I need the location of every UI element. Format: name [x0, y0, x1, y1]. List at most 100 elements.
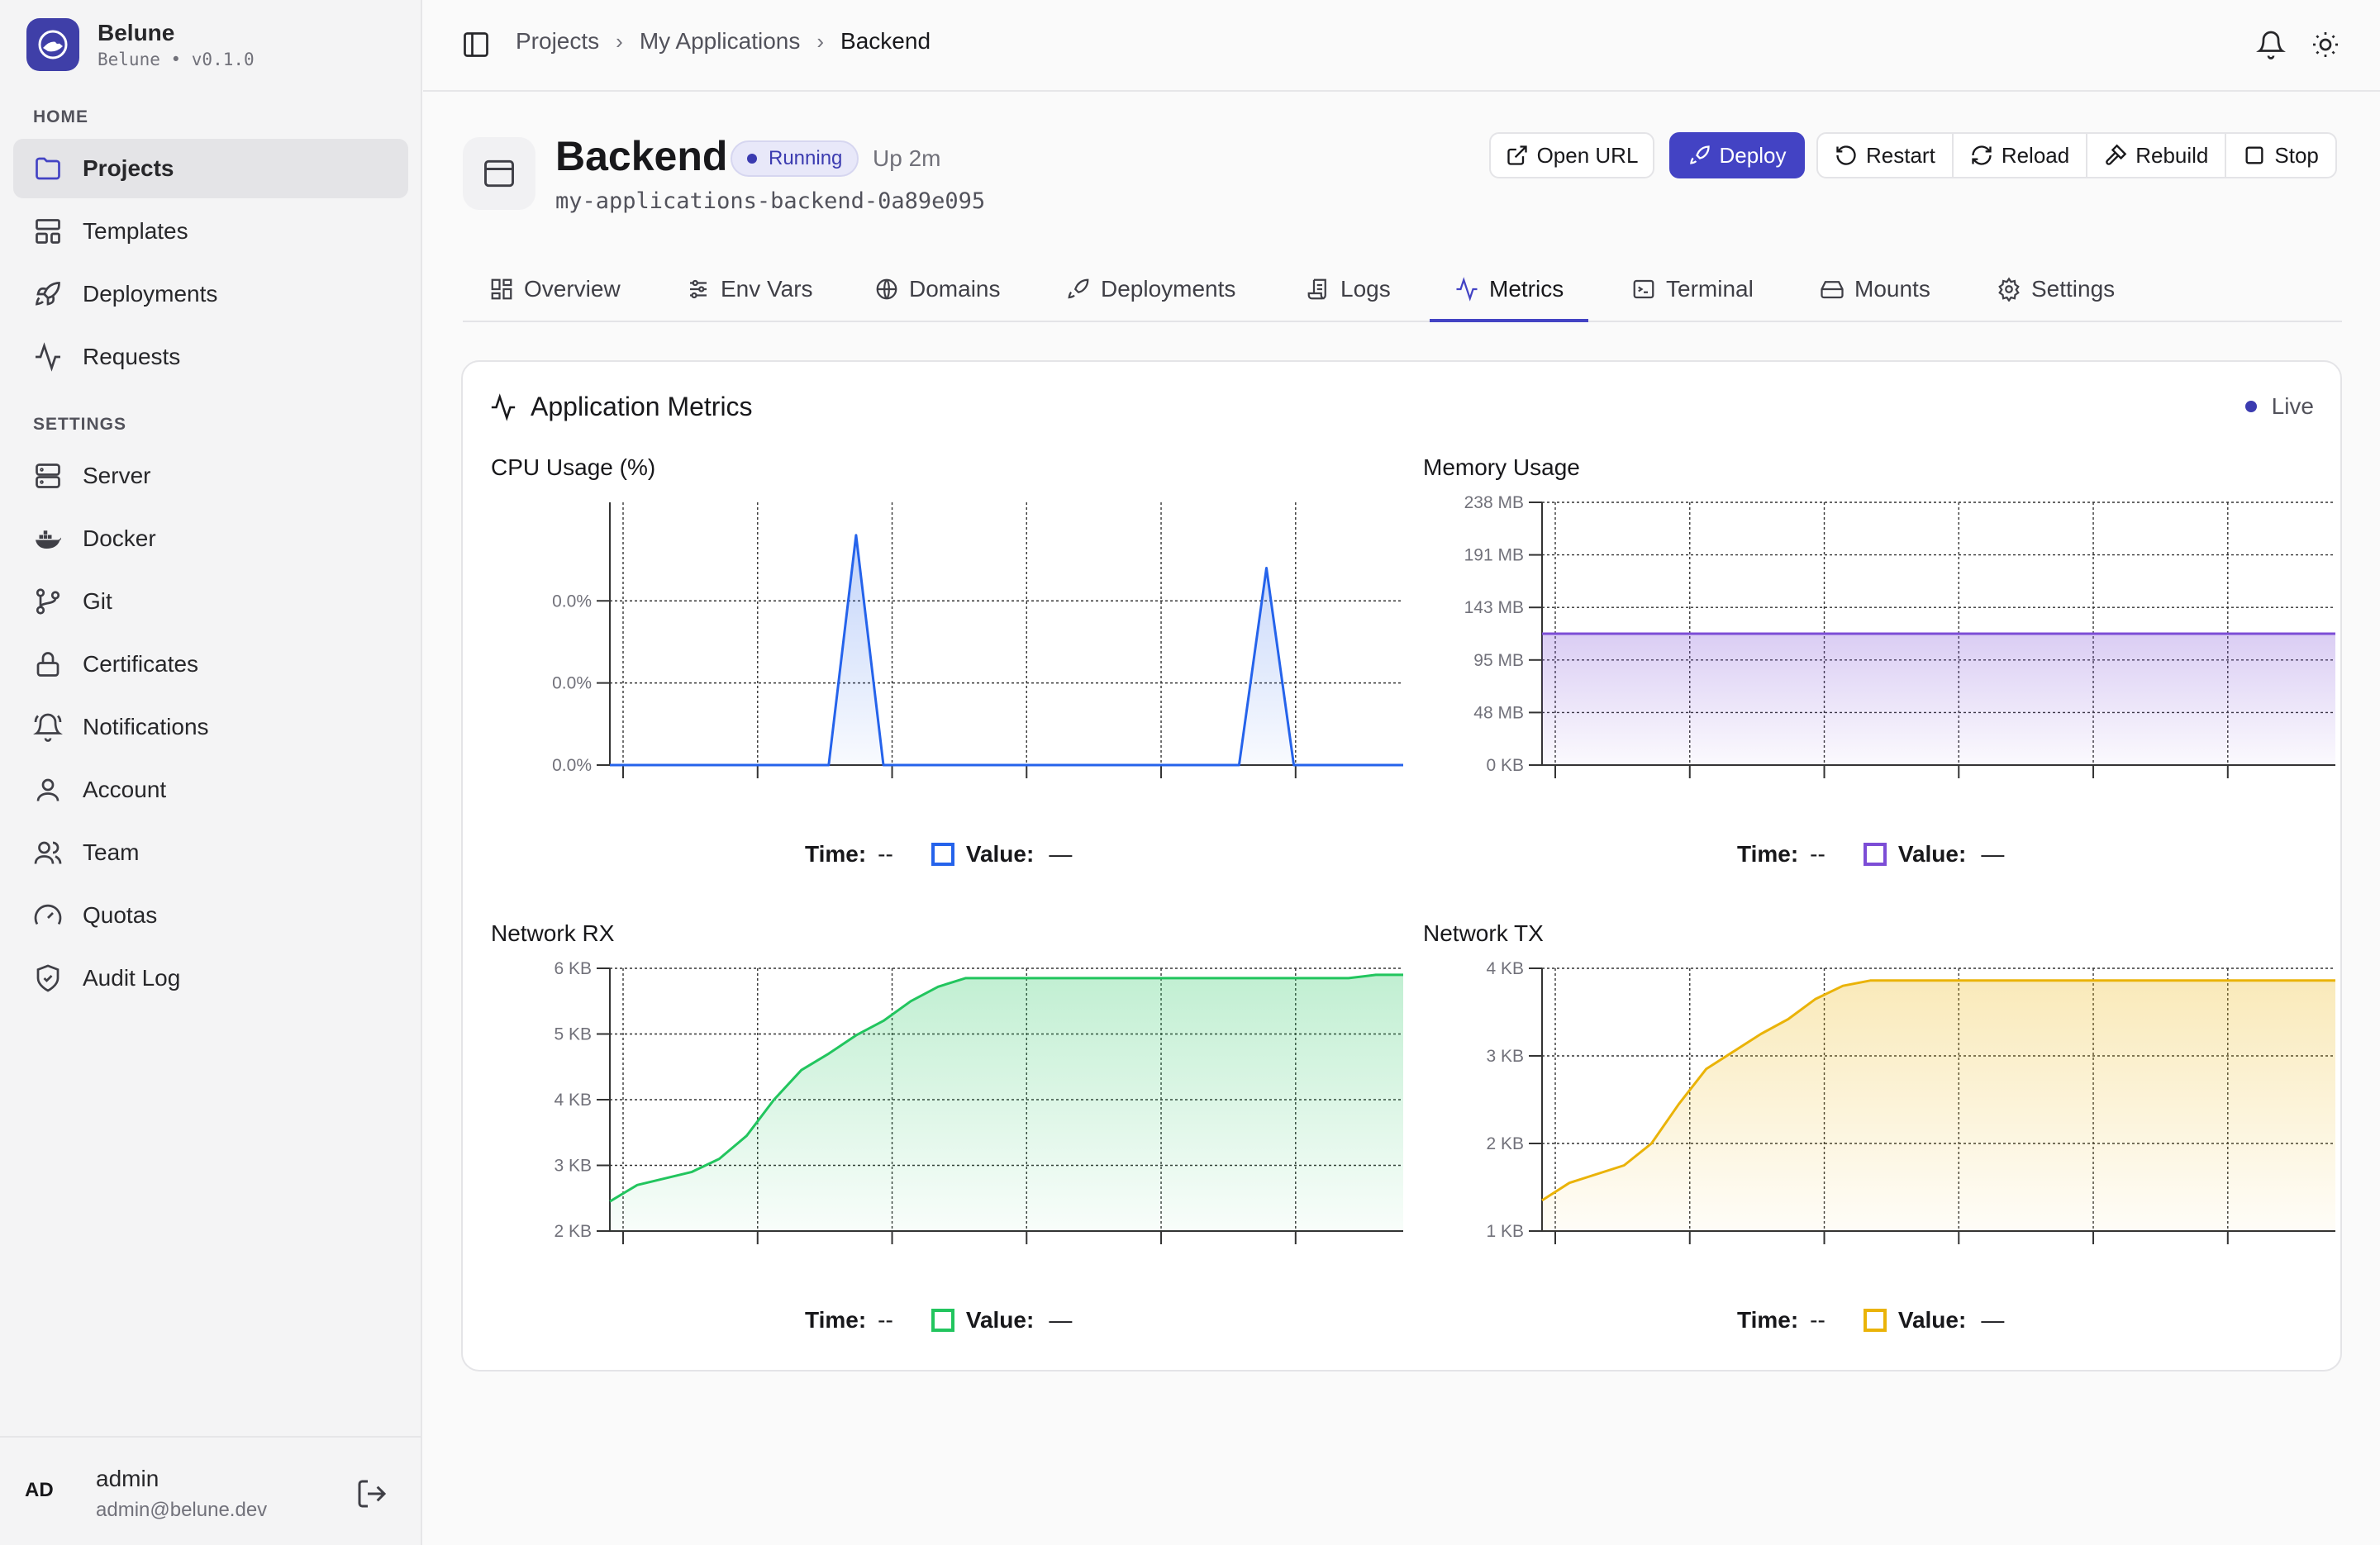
- restart-button[interactable]: Restart: [1818, 134, 1952, 177]
- brand[interactable]: Belune Belune • v0.1.0: [26, 18, 255, 71]
- server-icon: [36, 464, 60, 488]
- dashboard-icon: [491, 278, 512, 300]
- tab-deployments[interactable]: Deployments: [1066, 258, 1235, 321]
- legend-time-label: Time:: [805, 1307, 867, 1333]
- tab-label: Settings: [2031, 276, 2116, 302]
- sidebar-toggle-icon[interactable]: [461, 30, 491, 59]
- memory-y-tick-label: 0 KB: [1486, 756, 1524, 775]
- sidebar-item-projects[interactable]: Projects: [13, 139, 408, 198]
- memory-area: [1542, 634, 2335, 765]
- tab-overview[interactable]: Overview: [489, 258, 621, 321]
- network-tx-chart[interactable]: 1 KB2 KB3 KB4 KB22:20:2022:20:3022:20:40…: [1423, 952, 2340, 1249]
- status-badge: Running: [731, 140, 859, 177]
- section-settings-label: SETTINGS: [33, 415, 127, 434]
- rocket-icon: [35, 282, 60, 306]
- live-indicator: Live: [2244, 393, 2314, 420]
- memory-chart-title: Memory Usage: [1423, 454, 1580, 480]
- sidebar-item-audit-log[interactable]: Audit Log: [13, 948, 408, 1008]
- breadcrumb-current: Backend: [840, 28, 931, 54]
- sidebar-item-server[interactable]: Server: [13, 446, 408, 506]
- sidebar-item-quotas[interactable]: Quotas: [13, 886, 408, 945]
- shield-check-icon: [36, 964, 60, 992]
- legend-value: —: [1049, 1307, 1073, 1333]
- gauge-icon: [34, 904, 62, 925]
- open-url-button[interactable]: Open URL: [1489, 132, 1654, 178]
- sidebar-item-git[interactable]: Git: [13, 572, 408, 631]
- network-tx-y-tick-label: 2 KB: [1486, 1134, 1524, 1153]
- sidebar-item-requests[interactable]: Requests: [13, 327, 408, 387]
- tab-terminal[interactable]: Terminal: [1631, 258, 1754, 321]
- tab-settings[interactable]: Settings: [1997, 258, 2115, 321]
- refresh-icon: [1972, 145, 1992, 165]
- tab-label: Overview: [524, 276, 621, 302]
- bell-icon[interactable]: [2256, 30, 2286, 59]
- sidebar-item-label: Git: [83, 588, 112, 614]
- sidebar: Belune Belune • v0.1.0 HOME Projects Tem…: [0, 0, 422, 1545]
- stop-label: Stop: [2274, 142, 2319, 168]
- reload-button[interactable]: Reload: [1951, 134, 2086, 177]
- stop-button[interactable]: Stop: [2225, 134, 2335, 177]
- gear-icon: [1998, 277, 2020, 302]
- sidebar-item-deployments[interactable]: Deployments: [13, 264, 408, 324]
- tab-mounts[interactable]: Mounts: [1820, 258, 1930, 321]
- tab-label: Env Vars: [721, 276, 813, 302]
- square-icon: [2245, 146, 2263, 164]
- sun-icon[interactable]: [2311, 30, 2340, 59]
- rotate-ccw-icon: [1836, 145, 1856, 165]
- breadcrumb-projects[interactable]: Projects: [516, 28, 600, 54]
- network-rx-y-tick-label: 4 KB: [554, 1091, 592, 1110]
- breadcrumb: Projects › My Applications › Backend: [516, 28, 931, 55]
- tab-metrics[interactable]: Metrics: [1429, 258, 1589, 322]
- deploy-button[interactable]: Deploy: [1669, 132, 1805, 178]
- sidebar-item-label: Certificates: [83, 651, 199, 677]
- sidebar-item-team[interactable]: Team: [13, 823, 408, 882]
- legend-time-label: Time:: [805, 841, 867, 867]
- tab-label: Domains: [909, 276, 1001, 302]
- tab-label: Mounts: [1854, 276, 1930, 302]
- user-name: admin: [96, 1466, 159, 1491]
- sidebar-item-account[interactable]: Account: [13, 760, 408, 820]
- network-tx-y-tick-label: 4 KB: [1486, 959, 1524, 978]
- terminal-icon: [1633, 279, 1654, 299]
- legend-value-label: Value:: [1897, 1307, 1967, 1333]
- network-tx-chart-title: Network TX: [1423, 920, 1544, 946]
- sidebar-item-docker[interactable]: Docker: [13, 509, 408, 568]
- cpu-y-tick-label: 0.0%: [552, 674, 592, 693]
- legend-time-label: Time:: [1737, 841, 1799, 867]
- sidebar-item-certificates[interactable]: Certificates: [13, 635, 408, 694]
- legend-time-value: --: [1810, 841, 1825, 867]
- avatar[interactable]: AD: [25, 1479, 54, 1501]
- logout-icon[interactable]: [355, 1477, 388, 1510]
- layout-icon: [36, 219, 60, 244]
- uptime-text: Up 2m: [873, 145, 941, 171]
- sidebar-item-templates[interactable]: Templates: [13, 202, 408, 261]
- sidebar-item-label: Notifications: [83, 714, 209, 739]
- live-text: Live: [2271, 393, 2314, 419]
- cpu-y-tick-label: 0.0%: [552, 756, 592, 775]
- metrics-title: Application Metrics: [489, 392, 753, 422]
- page-title: Backend: [555, 133, 728, 179]
- sidebar-item-notifications[interactable]: Notifications: [13, 697, 408, 757]
- network-tx-y-tick-label: 1 KB: [1486, 1222, 1524, 1241]
- metrics-title-text: Application Metrics: [531, 392, 753, 421]
- tab-env-vars[interactable]: Env Vars: [686, 258, 813, 321]
- topbar: Projects › My Applications › Backend: [423, 0, 2380, 92]
- breadcrumb-my-applications[interactable]: My Applications: [639, 28, 801, 54]
- docker-icon: [36, 530, 61, 549]
- rebuild-button[interactable]: Rebuild: [2086, 134, 2225, 177]
- network-rx-series-line: [609, 973, 1403, 1203]
- legend-value: —: [1981, 841, 2005, 867]
- lock-icon: [36, 652, 60, 677]
- deploy-label: Deploy: [1719, 142, 1787, 168]
- sidebar-item-label: Account: [83, 777, 167, 802]
- network-rx-chart[interactable]: 2 KB3 KB4 KB5 KB6 KB22:20:2022:20:3022:2…: [491, 952, 1408, 1249]
- tab-domains[interactable]: Domains: [874, 258, 1000, 321]
- app-window-icon: [463, 137, 536, 210]
- tab-label: Deployments: [1101, 276, 1236, 302]
- cpu-chart[interactable]: 0.0%0.0%0.0%22:20:2022:20:3022:20:4022:2…: [491, 486, 1408, 783]
- brand-name: Belune: [98, 20, 175, 45]
- legend-value: —: [1981, 1307, 2005, 1333]
- sidebar-item-label: Audit Log: [83, 965, 181, 991]
- tab-logs[interactable]: Logs: [1306, 258, 1391, 321]
